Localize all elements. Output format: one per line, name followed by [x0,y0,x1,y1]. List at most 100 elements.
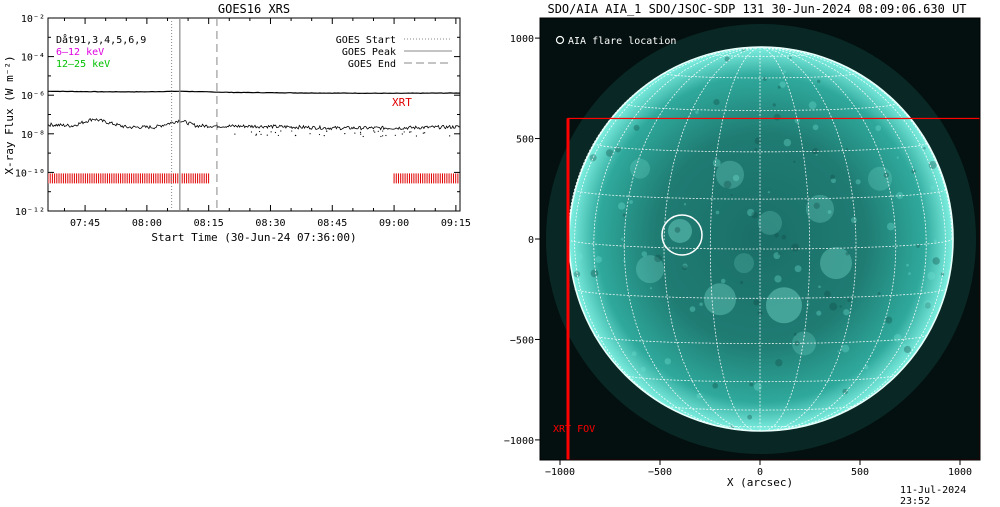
aia-x-tick-label: −500 [648,467,672,478]
aia-x-axis: −1000 −500 0 500 1000 [545,460,972,478]
series-point [394,134,396,136]
aia-legend: AIA flare location [555,35,676,47]
grid-line [759,46,897,431]
series-point [270,131,272,133]
coronal-texture [774,233,779,238]
series-point [255,134,257,136]
active-region-glow [734,253,754,274]
coronal-texture [924,302,931,309]
coronal-texture [932,257,940,265]
series-point [360,133,362,135]
coronal-texture [712,382,719,389]
coronal-texture [573,270,581,278]
series-point [359,131,362,133]
flare-location-marker [661,214,703,256]
coronal-texture [622,213,627,217]
series-point [234,133,236,135]
coronal-texture [783,138,792,147]
coronal-texture [815,153,818,156]
coronal-texture [793,160,796,163]
coronal-texture [845,148,849,151]
coronal-texture [839,305,842,308]
coronal-texture [927,271,936,280]
aia-y-tick-label: −1000 [504,436,534,447]
coronal-texture [903,345,912,354]
coronal-texture [837,350,840,353]
series-point [424,132,426,134]
x-tick-label: 08:15 [194,218,224,229]
aia-y-tick-label: 500 [516,135,534,146]
coronal-texture [649,287,652,290]
coronal-texture [699,302,703,306]
legend-circle-icon [555,35,565,45]
series-point [260,133,262,135]
aia-y-tick-label: −500 [510,335,534,346]
series-point [344,133,346,135]
coronal-texture [777,252,781,256]
grid-line [711,424,809,428]
active-region-glow [630,158,650,179]
coronal-texture [827,210,832,214]
coronal-texture [773,252,781,260]
series-point [318,133,321,136]
series-point [377,130,379,132]
legend-right-entry: GOES Start [336,35,396,46]
xrt-label: XRT [392,96,412,109]
coronal-texture [633,124,640,131]
series-point [309,133,311,135]
series-point [294,134,297,136]
coronal-texture [908,272,911,275]
coronal-texture [808,101,817,110]
y-tick-label: 10⁻¹⁰ [15,168,45,179]
legend-left-entry: 12–25 keV [56,59,110,70]
coronal-texture [877,292,881,296]
heliographic-grid [567,46,953,432]
series-point [250,131,253,133]
goes-series-group [48,90,460,138]
aia-x-tick-label: 500 [851,467,869,478]
aia-x-tick-label: −1000 [545,467,575,478]
series-point [323,135,325,137]
coronal-texture [654,254,662,263]
coronal-texture [779,81,786,88]
y-tick-label: 10⁻⁴ [21,53,45,64]
active-region-glow [668,218,692,243]
coronal-texture [772,103,776,107]
coronal-texture [754,147,758,151]
coronal-texture [902,343,907,348]
coronal-texture [590,269,599,278]
active-region-glow [806,194,834,223]
coronal-texture [923,146,926,150]
aia-x-tick-label: 1000 [948,467,972,478]
series-point [380,135,382,138]
coronal-texture [813,202,820,209]
coronal-texture [933,239,937,243]
grid-line [759,46,946,428]
coronal-texture [777,85,781,89]
coronal-texture [845,251,850,256]
goes-y-label: X-ray Flux (W m⁻²) [3,55,16,174]
coronal-texture [689,306,696,312]
aia-panel: SDO/AIA AIA_1 SDO/JSOC-SDP 131 30-Jun-20… [504,2,981,489]
coronal-texture [747,208,755,217]
coronal-texture [773,113,781,121]
coronal-texture [720,278,726,284]
grid-line [664,405,856,411]
active-region-glow [716,160,744,189]
coronal-texture [843,309,850,316]
coronal-texture [723,180,732,189]
coronal-texture [818,285,821,289]
coronal-texture [847,298,852,303]
legend-right-entry: GOES Peak [342,47,396,58]
coronal-texture [683,203,687,206]
series-point [362,135,364,138]
coronal-texture [794,265,802,273]
series-point [373,130,375,132]
series-point [410,131,412,133]
goes-x-label: Start Time (30-Jun-24 07:36:00) [151,231,356,244]
coronal-texture [589,154,597,162]
coronal-texture [711,57,717,63]
coronal-texture [740,280,744,285]
coronal-texture [841,344,850,353]
